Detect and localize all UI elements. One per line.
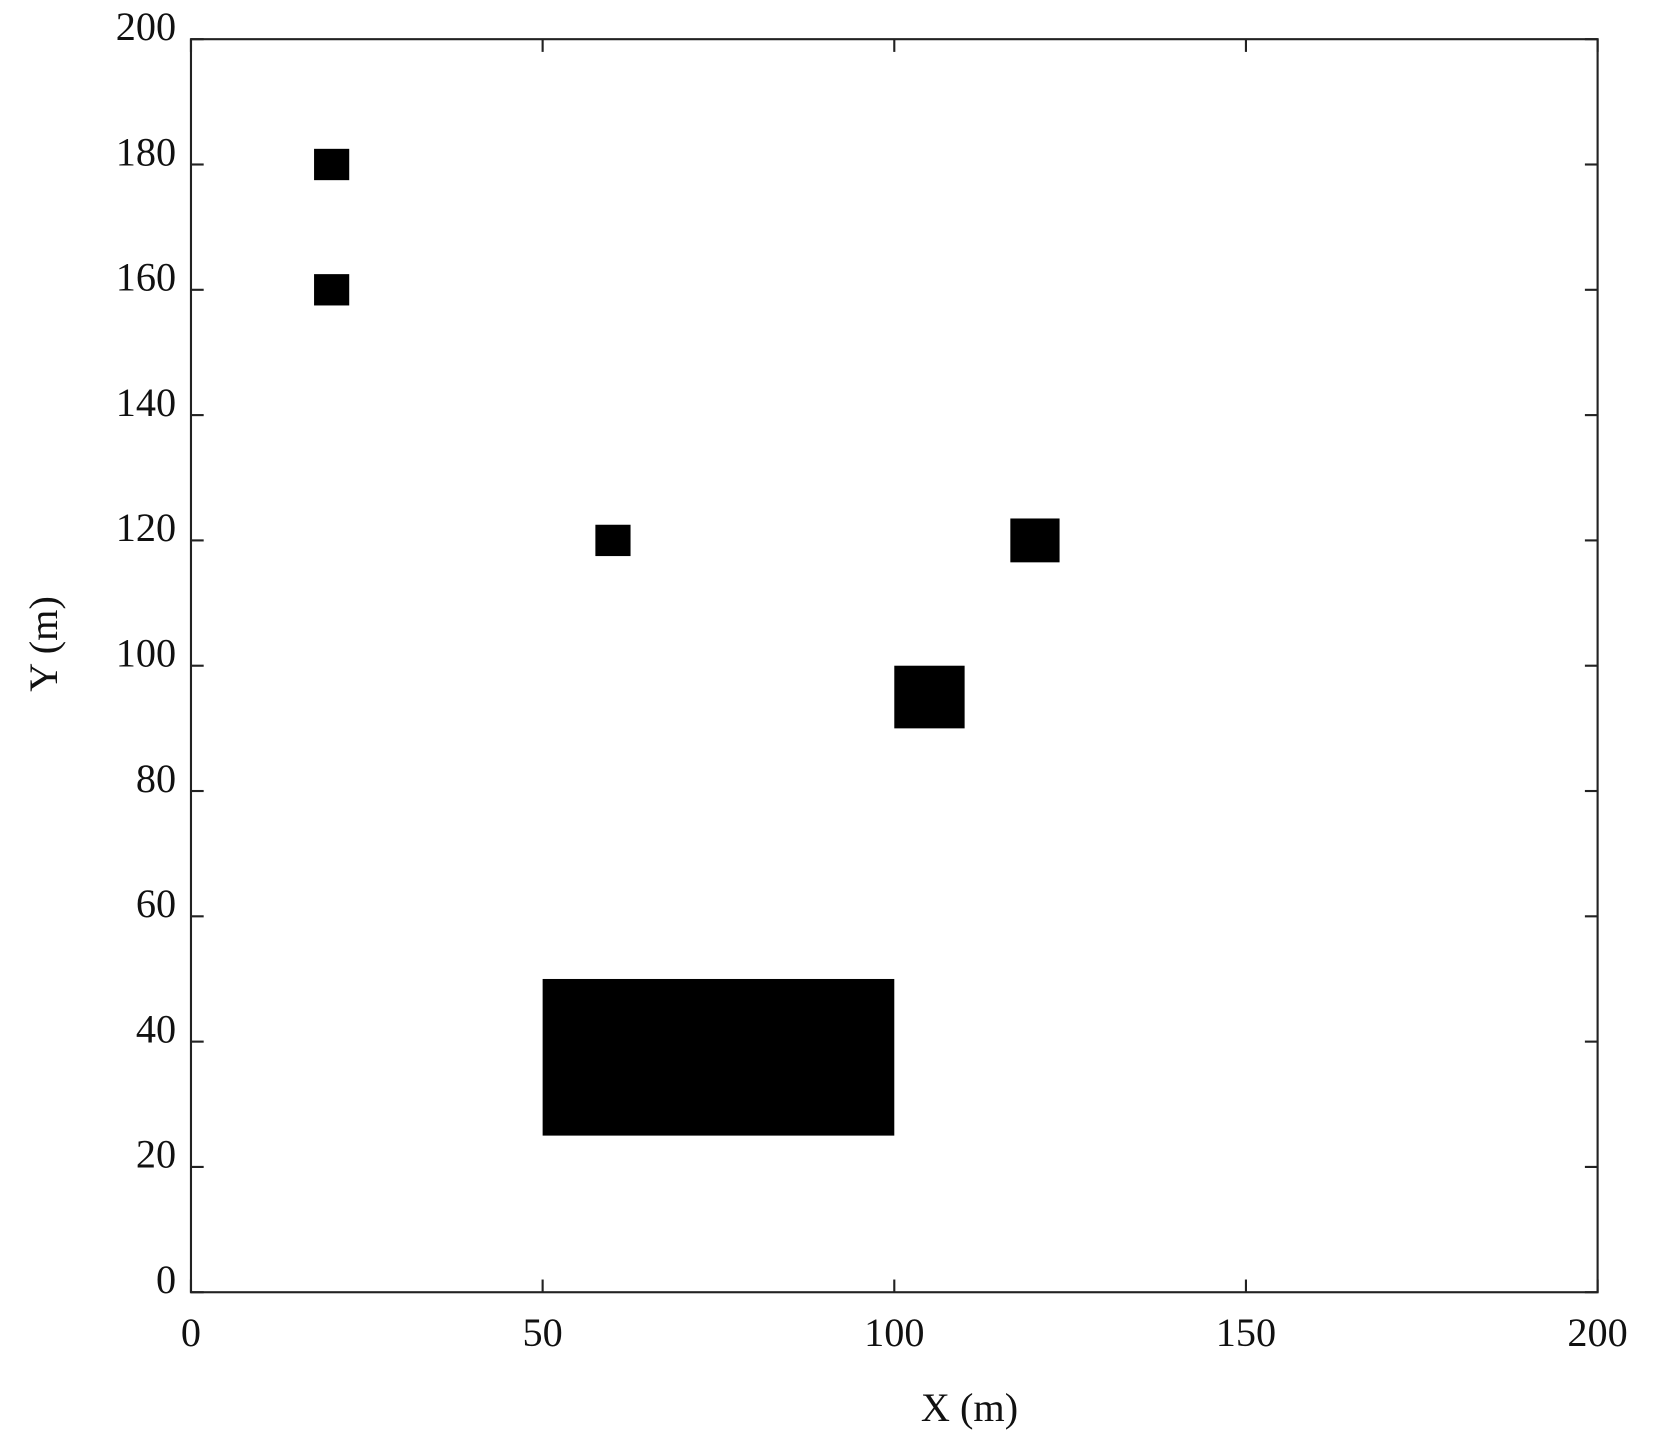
- x-tick-label: 100: [864, 1310, 924, 1355]
- obstacle: [314, 274, 350, 306]
- y-tick-label: 40: [136, 1006, 176, 1051]
- y-tick-label: 0: [156, 1257, 176, 1302]
- obstacle: [894, 665, 965, 729]
- obstacle: [595, 524, 631, 557]
- obstacle: [1010, 518, 1060, 563]
- y-axis-label: Y (m): [21, 596, 66, 692]
- y-tick-label: 120: [116, 505, 176, 550]
- x-tick-label: 50: [523, 1310, 563, 1355]
- y-tick-label: 180: [116, 129, 176, 174]
- x-tick-label: 150: [1216, 1310, 1276, 1355]
- obstacle: [314, 148, 350, 181]
- x-axis-label: X (m): [921, 1385, 1018, 1430]
- y-tick-label: 200: [116, 4, 176, 49]
- y-tick-label: 80: [136, 756, 176, 801]
- y-tick-label: 100: [116, 630, 176, 675]
- y-tick-label: 20: [136, 1132, 176, 1177]
- y-tick-label: 140: [116, 380, 176, 425]
- y-tick-label: 60: [136, 881, 176, 926]
- x-tick-label: 200: [1567, 1310, 1627, 1355]
- obstacle: [542, 978, 895, 1136]
- y-tick-label: 160: [116, 255, 176, 300]
- x-tick-label: 0: [181, 1310, 201, 1355]
